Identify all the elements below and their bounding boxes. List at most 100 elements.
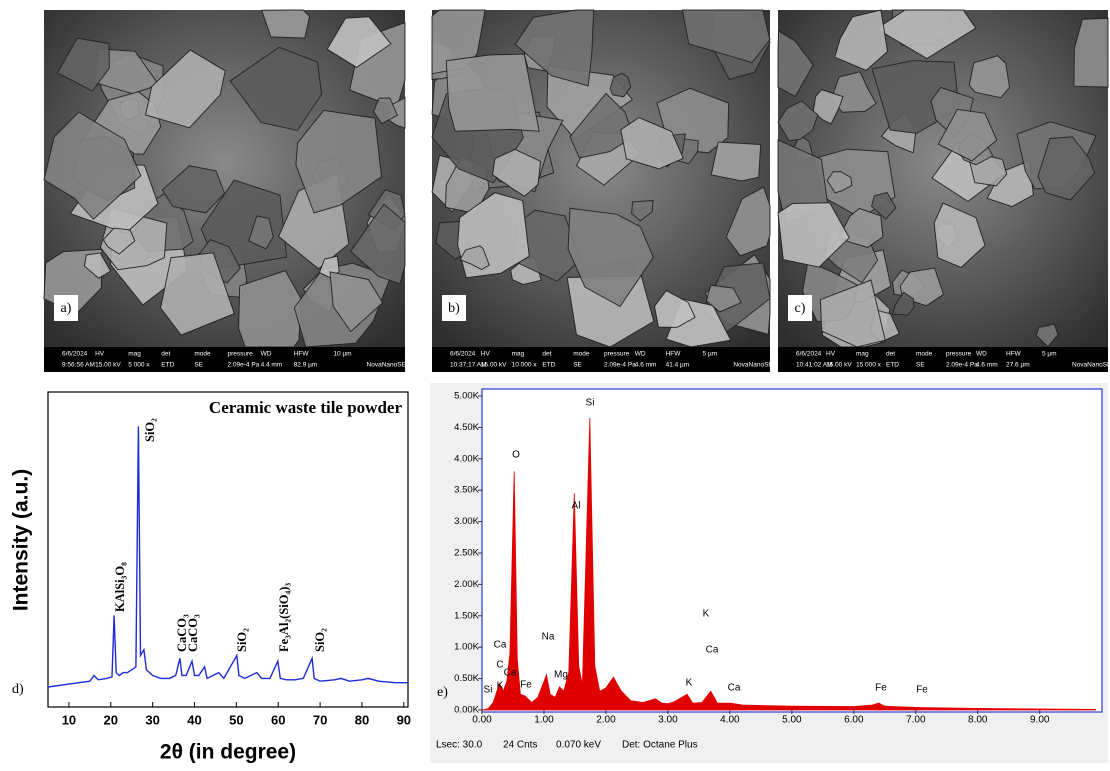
sem-info-text: 15.00 kV xyxy=(826,362,852,369)
y-tick-label: 4.50K xyxy=(454,422,479,433)
element-label: Si xyxy=(484,685,493,696)
element-label: Na xyxy=(542,632,555,643)
sem-info-text: WD xyxy=(635,351,646,358)
xrd-line xyxy=(48,426,408,687)
element-label: Mg xyxy=(554,670,568,681)
sem-info-text: 15.00 kV xyxy=(95,362,121,369)
panel-label: d) xyxy=(12,682,24,697)
sem-info-text: 5 µm xyxy=(703,351,718,358)
sem-info-text: mode xyxy=(573,351,590,358)
peak-label: SiO₂ xyxy=(143,418,157,442)
chart-title: Ceramic waste tile powder xyxy=(209,398,403,417)
x-tick-label: 30 xyxy=(145,712,159,727)
sem-info-text: 2.09e-4 Pa xyxy=(604,362,636,369)
sem-panel-label: c) xyxy=(795,301,806,316)
sem-info-text: pressure xyxy=(946,351,972,358)
x-tick-label: 50 xyxy=(229,712,243,727)
x-tick-label: 40 xyxy=(187,712,201,727)
element-label: Al xyxy=(572,501,581,512)
element-label: Si xyxy=(586,398,595,409)
sem-info-text: 10 000 x xyxy=(512,362,538,369)
sem-info-text: ETD xyxy=(886,362,899,369)
y-tick-label: 1.50K xyxy=(454,610,479,621)
peak-label: CaCO₃ xyxy=(186,614,200,652)
y-tick-label: 0.50K xyxy=(454,673,479,684)
sem-info-text: 15 000 x xyxy=(856,362,882,369)
x-tick-label: 3.00 xyxy=(658,715,678,726)
sem-info-text: SE xyxy=(573,362,582,369)
x-tick-label: 10 xyxy=(62,712,76,727)
sem-info-text: 2.09e-4 Pa xyxy=(228,362,260,369)
sem-info-text: NovaNanoSEM xyxy=(733,362,778,369)
sem-info-text: 5 µm xyxy=(1042,351,1057,358)
sem-info-text: 10 µm xyxy=(333,351,351,358)
element-label: K xyxy=(703,609,710,620)
sem-info-text: pressure xyxy=(604,351,630,358)
x-tick-label: 5.00 xyxy=(782,715,802,726)
element-label: K xyxy=(497,681,504,692)
sem-info-text: ETD xyxy=(161,362,174,369)
sem-info-text: pressure xyxy=(228,351,254,358)
x-tick-label: 60 xyxy=(271,712,285,727)
y-tick-label: 3.00K xyxy=(454,516,479,527)
sem-info-text: mag xyxy=(512,351,525,358)
sem-info-text: mode xyxy=(194,351,211,358)
sem-info-text: HV xyxy=(826,351,836,358)
x-tick-label: 8.00 xyxy=(968,715,988,726)
element-label: O xyxy=(512,450,520,461)
sem-info-text: NovaNanoSEM xyxy=(367,362,412,369)
sem-info-text: 41.4 µm xyxy=(666,362,690,369)
y-tick-label: 2.50K xyxy=(454,548,479,559)
footer-text: Lsec: 30.0 xyxy=(436,740,483,751)
x-tick-label: 90 xyxy=(397,712,411,727)
element-label: Ca xyxy=(504,668,517,679)
figure: a)6/6/20249:56:56 AMHV15.00 kVmag5 000 x… xyxy=(0,0,1110,771)
sem-info-text: WD xyxy=(261,351,272,358)
y-tick-label: 1.00K xyxy=(454,642,479,653)
sem-info-text: WD xyxy=(976,351,987,358)
x-tick-label: 2.00 xyxy=(596,715,616,726)
sem-info-text: 4.6 mm xyxy=(635,362,657,369)
x-tick-label: 4.00 xyxy=(720,715,740,726)
element-label: K xyxy=(686,678,693,689)
sem-info-text: det xyxy=(161,351,170,358)
sem-info-text: 4.6 mm xyxy=(976,362,998,369)
peak-label: KAlSi₃O₈ xyxy=(113,562,127,612)
element-label: Ca xyxy=(494,640,507,651)
sem-info-text: HFW xyxy=(1006,351,1022,358)
sem-panel-label: a) xyxy=(61,301,72,316)
peak-label: SiO₂ xyxy=(235,628,249,652)
element-label: Fe xyxy=(875,683,887,694)
sem-info-text: HV xyxy=(481,351,491,358)
sem-info-text: HFW xyxy=(294,351,310,358)
x-tick-label: 7.00 xyxy=(906,715,926,726)
y-axis-label: Intensity (a.u.) xyxy=(10,469,33,611)
sem-particle xyxy=(711,142,761,181)
x-axis-label: 2θ (in degree) xyxy=(160,741,296,764)
sem-info-text: HFW xyxy=(666,351,682,358)
sem-info-text: 6/6/2024 xyxy=(450,351,476,358)
sem-info-text: SE xyxy=(194,362,203,369)
sem-info-text: 82.9 µm xyxy=(294,362,318,369)
footer-text: 0.070 keV xyxy=(556,740,601,751)
sem-info-text: 9:56:56 AM xyxy=(62,362,95,369)
y-tick-label: 3.50K xyxy=(454,485,479,496)
footer-text: 24 Cnts xyxy=(503,740,537,751)
sem-info-text: NovaNanoSEM xyxy=(1072,362,1110,369)
sem-info-text: 6/6/2024 xyxy=(62,351,88,358)
sem-info-text: 2.09e-4 Pa xyxy=(946,362,978,369)
element-label: Ca xyxy=(728,683,741,694)
sem-particle xyxy=(969,56,1009,98)
sem-info-text: SE xyxy=(916,362,925,369)
peak-label: Fe₃Al₂(SiO₄)₃ xyxy=(277,583,291,652)
page: a)6/6/20249:56:56 AMHV15.00 kVmag5 000 x… xyxy=(0,0,1110,771)
element-label: Fe xyxy=(520,680,532,691)
sem-info-text: det xyxy=(886,351,895,358)
sem-panel-label: b) xyxy=(448,301,460,316)
y-tick-label: 4.00K xyxy=(454,453,479,464)
x-tick-label: 1.00 xyxy=(534,715,554,726)
element-label: Fe xyxy=(916,685,928,696)
x-tick-label: 9.00 xyxy=(1030,715,1050,726)
element-label: C xyxy=(496,660,503,671)
x-tick-label: 20 xyxy=(104,712,118,727)
